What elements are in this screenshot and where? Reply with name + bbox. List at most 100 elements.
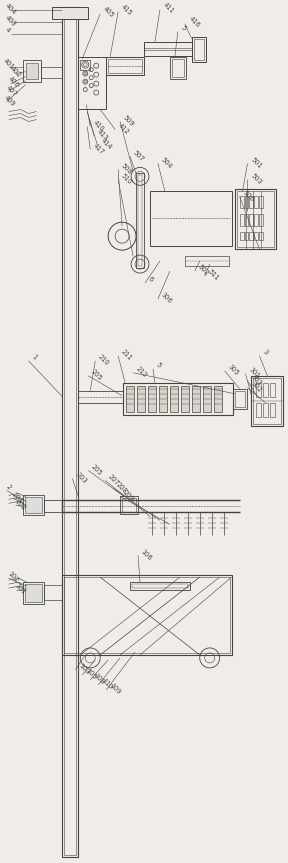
Text: 509: 509 xyxy=(122,114,135,128)
Bar xyxy=(234,391,245,406)
Bar xyxy=(245,214,249,226)
Bar xyxy=(22,495,44,515)
Text: 413: 413 xyxy=(96,129,109,142)
Text: 506: 506 xyxy=(242,189,255,202)
Bar xyxy=(78,57,106,109)
Text: 3: 3 xyxy=(262,349,269,356)
Bar xyxy=(251,375,283,425)
Text: 406: 406 xyxy=(7,75,20,89)
Bar xyxy=(245,232,249,240)
Bar xyxy=(249,196,253,208)
Bar xyxy=(126,386,134,412)
Text: 205: 205 xyxy=(90,369,103,381)
Text: 306: 306 xyxy=(160,292,173,305)
Bar xyxy=(22,60,41,82)
Bar xyxy=(62,575,232,655)
Bar xyxy=(123,382,233,414)
Bar xyxy=(136,173,144,268)
Bar xyxy=(22,583,44,604)
Bar xyxy=(259,214,264,226)
Bar xyxy=(264,403,268,417)
Text: 5: 5 xyxy=(155,362,162,369)
Bar xyxy=(214,386,222,412)
Bar xyxy=(170,57,186,79)
Bar xyxy=(192,37,206,61)
Bar xyxy=(203,386,211,412)
Bar xyxy=(194,39,204,60)
Bar xyxy=(249,232,253,240)
Bar xyxy=(270,382,275,397)
Bar xyxy=(138,175,142,266)
Text: 303: 303 xyxy=(249,374,263,387)
Bar xyxy=(256,382,262,397)
Text: 405: 405 xyxy=(102,5,115,19)
Bar xyxy=(255,196,258,208)
Text: 411: 411 xyxy=(162,2,175,15)
Bar xyxy=(245,196,249,208)
Bar xyxy=(122,499,136,513)
Bar xyxy=(172,59,184,77)
Bar xyxy=(255,232,258,240)
Text: 305: 305 xyxy=(227,363,240,376)
Bar xyxy=(185,256,229,266)
Text: 407: 407 xyxy=(5,85,18,98)
Text: 301: 301 xyxy=(247,367,261,380)
Text: 205: 205 xyxy=(90,463,103,476)
Text: 211: 211 xyxy=(120,349,133,362)
Text: 403: 403 xyxy=(4,15,17,28)
Bar xyxy=(144,41,192,56)
Bar xyxy=(259,196,264,208)
Bar xyxy=(137,386,145,412)
Bar xyxy=(181,386,189,412)
Text: 402: 402 xyxy=(9,66,22,79)
Text: 302: 302 xyxy=(249,381,263,394)
Text: 508: 508 xyxy=(120,162,133,175)
Text: 415: 415 xyxy=(120,3,133,16)
Text: 6: 6 xyxy=(147,276,154,283)
Bar xyxy=(150,192,232,246)
Bar xyxy=(80,60,90,70)
Text: 103: 103 xyxy=(77,663,90,676)
Bar xyxy=(264,382,268,397)
Bar xyxy=(249,214,253,226)
Bar xyxy=(170,386,178,412)
Text: 212: 212 xyxy=(135,366,148,379)
Text: 108: 108 xyxy=(92,672,105,686)
Text: 110: 110 xyxy=(100,677,113,690)
Bar xyxy=(256,403,262,417)
Text: 412: 412 xyxy=(117,123,130,135)
Bar xyxy=(108,59,142,72)
Text: 4: 4 xyxy=(4,27,11,34)
Bar xyxy=(130,583,190,590)
Text: 503: 503 xyxy=(249,172,263,186)
Text: 1: 1 xyxy=(31,354,38,361)
Text: 404: 404 xyxy=(4,3,17,16)
Bar xyxy=(240,232,244,240)
Bar xyxy=(62,7,78,857)
Text: 207: 207 xyxy=(107,473,120,487)
Text: 416: 416 xyxy=(188,16,201,28)
Bar xyxy=(144,47,192,50)
Text: 101: 101 xyxy=(14,583,27,596)
Bar xyxy=(65,9,76,855)
Text: 202: 202 xyxy=(14,498,27,512)
Text: 208: 208 xyxy=(115,482,128,494)
Text: 203: 203 xyxy=(74,471,88,484)
Bar xyxy=(270,403,275,417)
Text: 201: 201 xyxy=(11,491,24,504)
Text: 2: 2 xyxy=(5,483,12,490)
Bar xyxy=(52,7,88,19)
Bar xyxy=(233,388,247,409)
Bar xyxy=(192,386,200,412)
Text: 502: 502 xyxy=(197,264,210,277)
Text: 210: 210 xyxy=(97,354,110,367)
Bar xyxy=(132,584,188,588)
Bar xyxy=(240,196,244,208)
Text: 510: 510 xyxy=(120,172,133,186)
Text: 102: 102 xyxy=(7,571,20,584)
Bar xyxy=(253,378,281,424)
Bar xyxy=(259,232,264,240)
Bar xyxy=(24,584,43,602)
Text: 409: 409 xyxy=(3,94,16,108)
Bar xyxy=(78,391,123,403)
